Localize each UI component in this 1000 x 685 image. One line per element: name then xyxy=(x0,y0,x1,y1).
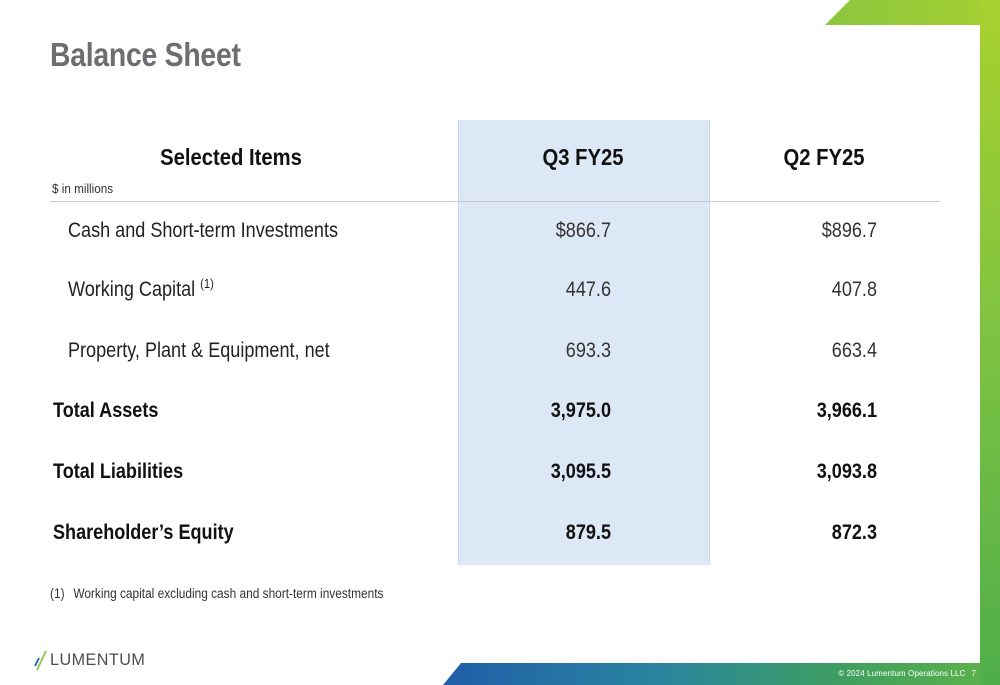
footnote-marker: (1) xyxy=(50,586,65,601)
q2-value: 407.8 xyxy=(831,278,877,301)
footnote-reference: (1) xyxy=(200,276,214,291)
q2-value: $896.7 xyxy=(821,219,877,242)
q2-value: 3,093.8 xyxy=(816,460,877,483)
row-label: Property, Plant & Equipment, net xyxy=(68,339,330,362)
lumentum-slash-icon xyxy=(34,650,47,671)
bottom-gradient-bar xyxy=(443,663,980,685)
row-label: Shareholder’s Equity xyxy=(53,521,234,544)
footnote-text: Working capital excluding cash and short… xyxy=(73,586,384,601)
q2-value: 663.4 xyxy=(831,339,877,362)
row-label: Cash and Short-term Investments xyxy=(68,219,339,242)
copyright-text: © 2024 Lumentum Operations LLC xyxy=(838,669,966,678)
table-row: Shareholder’s Equity 879.5 872.3 xyxy=(0,521,1000,551)
header-q2-fy25: Q2 FY25 xyxy=(783,144,865,170)
q3-value: 879.5 xyxy=(565,521,611,544)
logo-text: LUMENTUM xyxy=(50,650,146,669)
right-green-bar xyxy=(980,0,1000,685)
row-label-container: Working Capital (1) xyxy=(68,276,214,302)
table-row: Total Assets 3,975.0 3,966.1 xyxy=(0,399,1000,429)
header-divider xyxy=(50,201,940,202)
header-selected-items: Selected Items xyxy=(160,144,302,170)
q3-value: $866.7 xyxy=(555,219,611,242)
q3-value: 3,975.0 xyxy=(550,399,611,422)
row-label: Total Liabilities xyxy=(53,460,184,483)
table-row: Working Capital (1) 447.6 407.8 xyxy=(0,276,1000,308)
q3-value: 447.6 xyxy=(565,278,611,301)
page-title: Balance Sheet xyxy=(50,36,241,73)
header-q3-fy25: Q3 FY25 xyxy=(542,144,624,170)
units-label: $ in millions xyxy=(52,181,114,196)
row-label: Total Assets xyxy=(53,399,159,422)
q2-value: 872.3 xyxy=(831,521,877,544)
q3-value: 693.3 xyxy=(565,339,611,362)
table-row: Property, Plant & Equipment, net 693.3 6… xyxy=(0,339,1000,369)
table-row: Cash and Short-term Investments $866.7 $… xyxy=(0,219,1000,249)
footnote: (1) Working capital excluding cash and sh… xyxy=(50,586,383,601)
page-number: 7 xyxy=(971,669,976,678)
copyright-notice: © 2024 Lumentum Operations LLC 7 xyxy=(838,669,976,678)
q3-column-highlight xyxy=(458,120,710,565)
top-green-tab xyxy=(825,0,1000,25)
lumentum-logo: LUMENTUM xyxy=(34,648,150,672)
q3-value: 3,095.5 xyxy=(550,460,611,483)
q2-value: 3,966.1 xyxy=(816,399,877,422)
row-label: Working Capital xyxy=(68,278,196,301)
table-row: Total Liabilities 3,095.5 3,093.8 xyxy=(0,460,1000,490)
